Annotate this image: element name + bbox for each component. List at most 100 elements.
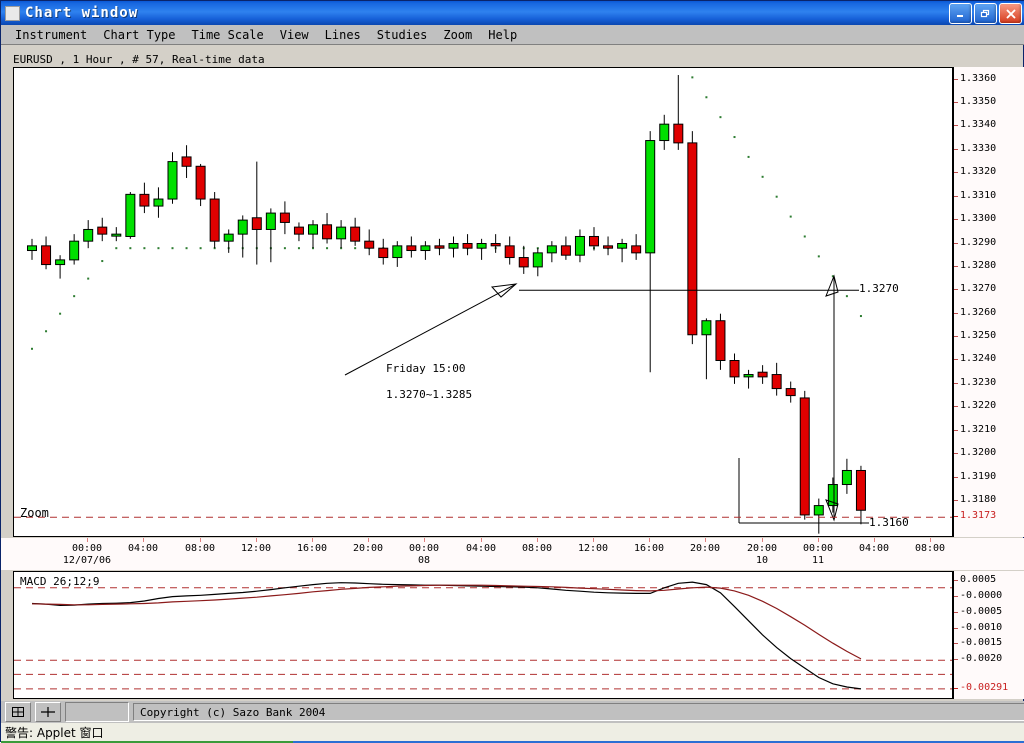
time-axis-tick [818, 538, 819, 542]
price-axis-tick [953, 196, 958, 197]
price-axis-tick [953, 383, 958, 384]
macd-title: MACD 26;12;9 [20, 575, 100, 588]
price-axis-tick [953, 172, 958, 173]
window-controls [949, 3, 1022, 24]
maximize-button[interactable] [974, 3, 997, 24]
time-axis-date-label: 11 [811, 555, 825, 566]
minimize-button[interactable] [949, 3, 972, 24]
price-axis-label: 1.3320 [960, 166, 997, 177]
time-axis-tick [87, 538, 88, 542]
time-axis-tick [649, 538, 650, 542]
price-axis-label: 1.3290 [960, 237, 997, 248]
macd-current-tick [953, 688, 958, 689]
toolbar-spacer [65, 702, 129, 722]
price-axis-tick [953, 453, 958, 454]
time-axis-label: 20:00 [746, 543, 778, 554]
time-axis-label: 20:00 [689, 543, 721, 554]
price-axis-tick [953, 125, 958, 126]
time-axis-label: 12:00 [577, 543, 609, 554]
price-candlestick-canvas [14, 75, 952, 534]
time-axis-tick [200, 538, 201, 542]
time-axis-tick [368, 538, 369, 542]
price-axis-tick [953, 430, 958, 431]
menu-item-studies[interactable]: Studies [376, 27, 428, 42]
annotation-line-1: Friday 15:00 [386, 362, 466, 375]
time-axis-label: 04:00 [127, 543, 159, 554]
bottom-toolbar: Copyright (c) Sazo Bank 2004 [1, 701, 1024, 723]
zoom-overlay-label[interactable]: Zoom [20, 506, 49, 520]
time-axis-label: 04:00 [465, 543, 497, 554]
crosshair-tool-button[interactable] [5, 702, 31, 722]
menu-bar: Instrument Chart Type Time Scale View Li… [1, 25, 1024, 45]
price-axis-label: 1.3300 [960, 213, 997, 224]
price-axis-tick [953, 336, 958, 337]
macd-series-signal [31, 584, 862, 660]
annotation-line-2: 1.3270~1.3285 [386, 388, 473, 401]
time-axis-label: 20:00 [352, 543, 384, 554]
time-axis-date-label: 12/07/06 [62, 555, 112, 566]
time-axis-tick [593, 538, 594, 542]
time-axis-label: 16:00 [633, 543, 665, 554]
price-axis-tick [953, 313, 958, 314]
macd-axis-tick [953, 628, 958, 629]
annotation-pointer [344, 283, 518, 376]
menu-item-zoom[interactable]: Zoom [443, 27, 473, 42]
macd-axis-tick [953, 612, 958, 613]
status-bar: 警告: Applet 窗口 [1, 723, 1024, 741]
current-price-tick [953, 516, 958, 517]
band-dots [31, 76, 862, 350]
level-lines [14, 274, 952, 524]
menu-item-chart-type[interactable]: Chart Type [103, 27, 176, 42]
menu-item-lines[interactable]: Lines [324, 27, 361, 42]
current-price-label: 1.3173 [960, 510, 997, 521]
lower-level-price-label: 1.3160 [869, 516, 909, 529]
price-axis-label: 1.3250 [960, 330, 997, 341]
menu-item-help[interactable]: Help [488, 27, 518, 42]
price-axis-tick [953, 243, 958, 244]
time-axis: 00:00 12/07/06 04:00 08:00 12:00 16:00 20:00 00… [1, 538, 1024, 570]
window-title: Chart window [25, 5, 139, 21]
menu-item-instrument[interactable]: Instrument [15, 27, 88, 42]
menu-item-view[interactable]: View [279, 27, 309, 42]
macd-axis-label: -0.0005 [960, 606, 1003, 617]
time-axis-label: 08:00 [184, 543, 216, 554]
macd-axis-label: 0.0005 [960, 574, 997, 585]
time-axis-date-label: 10 [755, 555, 769, 566]
macd-levels [14, 587, 952, 690]
time-axis-tick [424, 538, 425, 542]
price-axis-tick [953, 477, 958, 478]
price-axis-label: 1.3180 [960, 494, 997, 505]
time-axis-tick [874, 538, 875, 542]
macd-chart-pane[interactable]: MACD 26;12;9 [13, 571, 953, 699]
time-axis-tick [762, 538, 763, 542]
macd-axis: 0.0005 -0.0000 -0.0005 -0.0010 -0.0015 -0.002… [953, 571, 1024, 699]
price-axis-label: 1.3340 [960, 119, 997, 130]
copyright-text: Copyright (c) Sazo Bank 2004 [133, 703, 1024, 721]
price-axis-tick [953, 219, 958, 220]
price-chart-pane[interactable]: Zoom Friday 15:00 1.3270~1.3285 1.3270 1.… [13, 67, 953, 537]
price-axis-tick [953, 406, 958, 407]
instrument-caption: EURUSD , 1 Hour , # 57, Real-time data [13, 53, 265, 66]
time-axis-label: 16:00 [296, 543, 328, 554]
title-bar: Chart window [1, 1, 1024, 25]
time-axis-tick [256, 538, 257, 542]
price-axis-label: 1.3190 [960, 471, 997, 482]
upper-level-price-label: 1.3270 [859, 282, 899, 296]
menu-item-time-scale[interactable]: Time Scale [191, 27, 264, 42]
time-axis-tick [705, 538, 706, 542]
time-axis-tick [143, 538, 144, 542]
price-axis-label: 1.3280 [960, 260, 997, 271]
time-axis-tick [537, 538, 538, 542]
close-button[interactable] [999, 3, 1022, 24]
price-axis-label: 1.3210 [960, 424, 997, 435]
macd-axis-tick [953, 596, 958, 597]
macd-axis-line [953, 571, 954, 699]
price-axis-label: 1.3230 [960, 377, 997, 388]
horizontal-line-tool-button[interactable] [35, 702, 61, 722]
price-axis-label: 1.3350 [960, 96, 997, 107]
time-axis-tick [312, 538, 313, 542]
price-axis-tick [953, 359, 958, 360]
price-axis: 1.3360 1.3350 1.3340 1.3330 1.3320 1.3310 1.33… [953, 67, 1024, 537]
macd-axis-label: -0.0015 [960, 637, 1003, 648]
